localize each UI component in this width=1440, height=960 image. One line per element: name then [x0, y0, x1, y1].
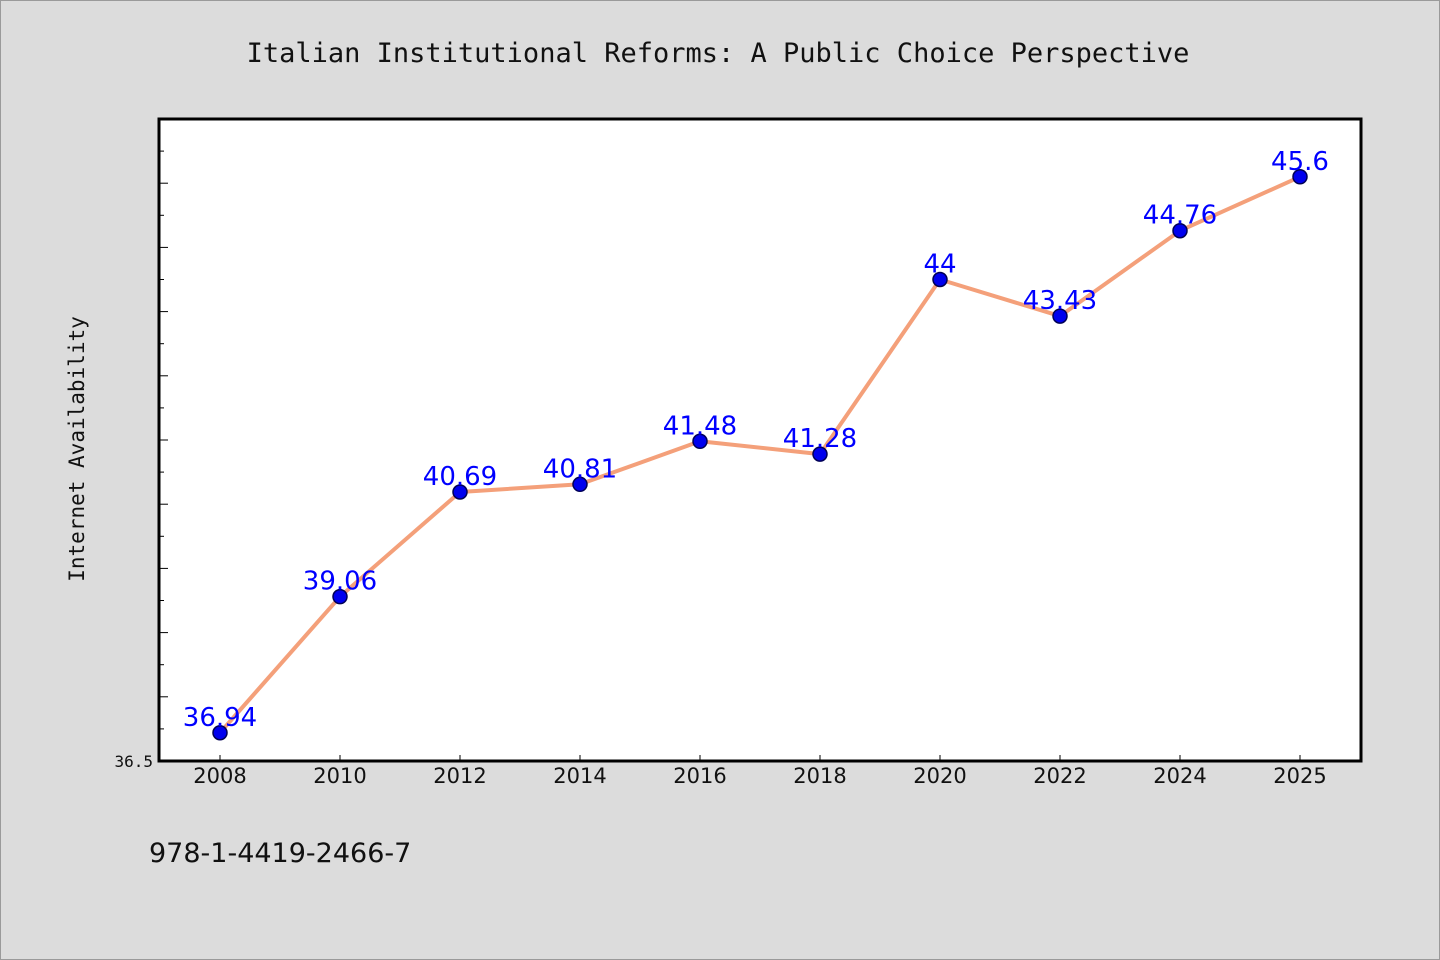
x-tick-label: 2024 [1153, 764, 1206, 788]
x-tick-label: 2008 [193, 764, 246, 788]
x-tick-label: 2016 [673, 764, 726, 788]
data-point [812, 446, 828, 462]
data-point [932, 271, 948, 288]
y-ticks: 36.5 [114, 150, 168, 771]
x-ticks: 2008 2010 2012 2014 2016 2018 2020 2022 2024 2025 [193, 755, 1327, 788]
y-tick-label: 36.5 [114, 752, 153, 771]
y-axis-label: Internet Availability [65, 316, 89, 582]
data-label: 41.28 [783, 424, 857, 454]
x-tick-label: 2022 [1033, 764, 1086, 788]
data-point [1172, 222, 1188, 239]
isbn-text: 978-1-4419-2466-7 [149, 838, 411, 869]
x-tick-label: 2010 [313, 764, 366, 788]
data-label: 41.48 [663, 411, 737, 441]
plot-area [157, 117, 1363, 763]
data-point [572, 476, 588, 493]
series-group [212, 169, 1308, 741]
data-label: 44 [923, 250, 956, 280]
data-label: 44.76 [1143, 201, 1217, 231]
data-point [1052, 308, 1068, 324]
x-tick-label: 2020 [913, 764, 966, 788]
x-tick-label: 2012 [433, 764, 486, 788]
data-label: 40.69 [423, 462, 497, 492]
x-tick-label: 2025 [1273, 764, 1326, 788]
series-line [218, 174, 1301, 735]
data-point [332, 588, 348, 605]
data-point [452, 484, 468, 500]
x-tick-label: 2014 [553, 764, 606, 788]
data-labels: 36.94 39.06 40.69 40.81 41.48 41.28 44 43.43 44.… [183, 147, 1329, 733]
data-label: 39.06 [303, 567, 377, 597]
data-label: 45.6 [1271, 147, 1329, 177]
x-tick-label: 2018 [793, 764, 846, 788]
data-label: 40.81 [543, 454, 617, 484]
data-label: 36.94 [183, 703, 257, 733]
data-point [692, 433, 708, 450]
chart-title: Italian Institutional Reforms: A Public … [247, 38, 1190, 69]
data-label: 43.43 [1023, 286, 1097, 316]
data-point [212, 725, 228, 741]
data-point [1292, 169, 1308, 185]
